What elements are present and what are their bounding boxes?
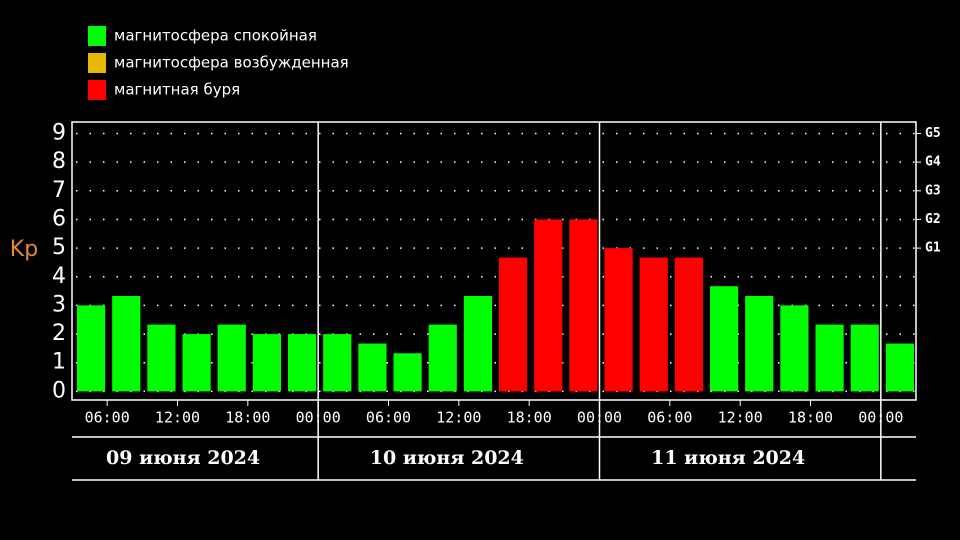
bar (639, 257, 668, 392)
x-tick-label: 12:00 (718, 409, 763, 427)
bar (77, 305, 106, 392)
day-label: 09 июня 2024 (106, 447, 260, 469)
bar (217, 324, 246, 392)
bar (745, 295, 774, 392)
y2-tick-label: G5 (925, 126, 941, 141)
y2-tick-label: G2 (925, 212, 941, 227)
bar (428, 324, 457, 392)
legend-swatch (88, 53, 106, 73)
bar (358, 343, 387, 392)
legend-label: магнитная буря (114, 81, 240, 99)
x-tick-label: 18:00 (225, 409, 270, 427)
bar (182, 334, 211, 392)
bar (112, 295, 141, 392)
y-tick-label: 8 (52, 149, 66, 174)
bar (604, 248, 633, 392)
y-tick-label: 2 (52, 321, 66, 346)
bar (499, 257, 528, 392)
bar (569, 219, 598, 392)
legend-label: магнитосфера спокойная (114, 27, 317, 45)
x-tick-label: 18:00 (507, 409, 552, 427)
y-tick-label: 0 (52, 378, 66, 403)
legend-swatch (88, 26, 106, 46)
y2-tick-label: G3 (925, 183, 941, 198)
bar (885, 343, 914, 392)
legend-label: магнитосфера возбужденная (114, 54, 349, 72)
legend-swatch (88, 80, 106, 100)
x-tick-label: 12:00 (436, 409, 481, 427)
bar (252, 334, 281, 392)
y-tick-label: 7 (52, 178, 66, 203)
bar (710, 286, 739, 392)
bar (393, 353, 422, 392)
y-tick-label: 6 (52, 206, 66, 231)
bar (323, 334, 352, 392)
y-tick-label: 1 (52, 350, 66, 375)
x-tick-label: 12:00 (155, 409, 200, 427)
y-tick-label: 9 (52, 120, 66, 145)
x-tick-label: 06:00 (647, 409, 692, 427)
y-tick-label: 3 (52, 292, 66, 317)
x-tick-label: 18:00 (788, 409, 833, 427)
plot-frame (71, 121, 917, 401)
bar (674, 257, 703, 392)
bar (780, 305, 809, 392)
bar (288, 334, 317, 392)
y-tick-label: 5 (52, 235, 66, 260)
bar (463, 295, 492, 392)
bar (534, 219, 563, 392)
y-tick-label: 4 (52, 264, 66, 289)
y2-tick-label: G1 (925, 241, 941, 256)
x-tick-label: 06:00 (366, 409, 411, 427)
y2-tick-label: G4 (925, 155, 941, 170)
x-tick-label: 06:00 (85, 409, 130, 427)
bar (815, 324, 844, 392)
y-axis-label: Kp (10, 237, 38, 262)
bar (850, 324, 879, 392)
day-label: 10 июня 2024 (370, 447, 524, 469)
bar (147, 324, 176, 392)
day-label: 11 июня 2024 (651, 447, 805, 469)
